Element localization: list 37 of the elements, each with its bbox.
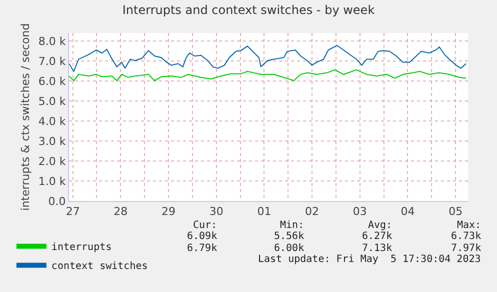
x-tick-label: 02 <box>305 205 320 218</box>
chart-title: Interrupts and context switches - by week <box>122 3 375 18</box>
line-series <box>69 44 467 72</box>
y-tick-label: 7.0 k <box>38 54 66 68</box>
y-tick-label: 8.0 k <box>38 34 66 48</box>
legend-label: interrupts <box>51 242 112 254</box>
y-tick-label: 4.0 k <box>38 114 66 128</box>
text: 6.27k <box>362 231 392 242</box>
text: 6.79k <box>187 243 218 254</box>
text: Min: <box>280 220 304 231</box>
x-tick-label: 29 <box>162 205 176 218</box>
x-tick-label: 27 <box>66 205 80 218</box>
text: Max: <box>457 220 482 231</box>
x-tick-label: 01 <box>257 205 272 218</box>
text: 7.13k <box>362 243 392 254</box>
x-tick-label: 28 <box>114 205 128 218</box>
y-tick-label: 6.0 k <box>38 74 66 88</box>
text: 5.56k <box>274 231 304 242</box>
text: 7.97k <box>451 243 482 254</box>
x-tick-label: 05 <box>448 205 463 218</box>
y-tick-label: 1.0 k <box>38 174 66 188</box>
text: 6.09k <box>187 231 218 242</box>
y-tick-label: 3.0 k <box>38 134 66 148</box>
y-tick-label: 2.0 k <box>38 154 66 168</box>
text: Last update: Fri May 5 17:30:04 2023 <box>258 254 481 265</box>
y-tick-label: 0.0 <box>48 194 66 208</box>
text: Avg: <box>368 220 392 231</box>
line-series <box>69 69 467 82</box>
text: 6.73k <box>451 231 482 242</box>
x-tick-label: 03 <box>352 205 367 218</box>
y-tick-label: 5.0 k <box>38 94 66 108</box>
text: 6.00k <box>274 243 304 254</box>
y-axis-title: interrupts & ctx switches / second <box>19 23 32 211</box>
text: Cur: <box>193 220 218 231</box>
legend-label: context switches <box>51 261 148 272</box>
x-tick-label: 04 <box>400 205 415 218</box>
x-tick-label: 30 <box>209 205 224 218</box>
